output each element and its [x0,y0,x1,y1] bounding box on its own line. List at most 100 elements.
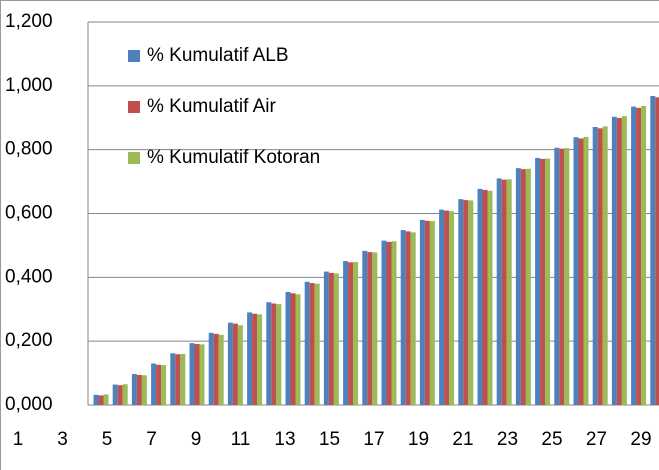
legend-swatch [128,101,140,113]
y-tick-label: 1,000 [5,75,53,96]
bar [482,189,488,405]
bar [333,273,339,405]
bar [372,252,378,405]
bar [449,211,455,405]
bar [573,137,579,405]
bar [122,384,128,405]
bar [592,127,598,406]
y-tick-label: 0,400 [5,266,53,287]
bar [285,292,291,405]
bar [597,128,603,405]
x-tick-label: 1 [13,429,24,450]
bar [175,354,181,405]
x-tick-label: 17 [363,429,384,450]
bar [419,219,425,405]
bar [535,157,541,405]
legend-label: % Kumulatif Air [147,96,276,117]
bar [458,199,464,405]
bar [641,105,647,406]
bar [602,126,608,406]
bar [578,138,584,405]
bar [410,232,416,405]
bar [304,281,310,405]
bar [194,344,200,405]
legend-swatch [128,152,140,164]
bar [477,188,483,405]
bar [266,302,272,405]
bar [616,118,622,406]
legend-swatch [128,50,140,62]
bar [463,200,469,405]
bar [636,107,642,405]
bar [444,210,450,405]
legend-label: % Kumulatif Kotoran [147,147,320,168]
bar [136,374,142,405]
bar [525,168,531,405]
bar [496,178,502,405]
bar [323,271,329,405]
bar [141,375,147,405]
x-tick-label: 5 [102,429,113,450]
bar [232,323,238,405]
bar [564,148,570,405]
bar [93,394,99,405]
bar [487,190,493,405]
bar [98,395,104,405]
bar [362,250,368,405]
legend-label: % Kumulatif ALB [147,45,289,66]
bar [189,343,195,405]
bar [655,97,659,405]
x-tick-label: 9 [191,429,202,450]
bar [468,200,474,405]
bar [343,261,349,405]
x-tick-label: 3 [57,429,68,450]
bar [353,262,359,405]
bar [247,312,253,405]
bar [170,353,176,405]
bar [208,332,214,405]
bar [501,179,507,405]
bar [554,147,560,406]
bar [348,262,354,405]
bar [631,106,637,406]
bar [611,116,617,405]
bar [218,334,224,405]
bar [650,96,656,406]
bar [199,344,205,405]
bar [400,230,406,405]
y-tick-label: 0,800 [5,139,53,160]
bar [271,303,277,405]
bar [309,283,315,405]
bar [520,169,526,405]
y-tick-label: 0,600 [5,203,53,224]
y-tick-label: 0,000 [5,394,53,415]
bar [276,304,282,405]
bar [381,240,387,405]
bar [515,168,521,405]
bar [290,293,296,405]
bar [151,363,157,405]
bar [405,231,411,405]
bar [156,364,162,405]
bar [439,209,445,405]
bar [328,272,334,405]
bar [314,283,320,405]
bar [621,116,627,405]
y-tick-label: 1,200 [5,11,53,32]
x-tick-label: 11 [231,429,251,450]
bar [386,241,392,405]
x-tick-label: 23 [497,429,518,450]
bar [391,241,397,405]
x-tick-label: 7 [146,429,157,450]
bar [545,158,551,405]
bar [131,374,137,405]
x-tick-label: 15 [319,429,340,450]
x-tick-label: 29 [630,429,651,450]
bar [367,252,373,405]
bar [161,365,167,405]
bar [540,158,546,405]
bar [180,353,186,405]
bar [237,325,243,405]
bar [112,384,118,405]
